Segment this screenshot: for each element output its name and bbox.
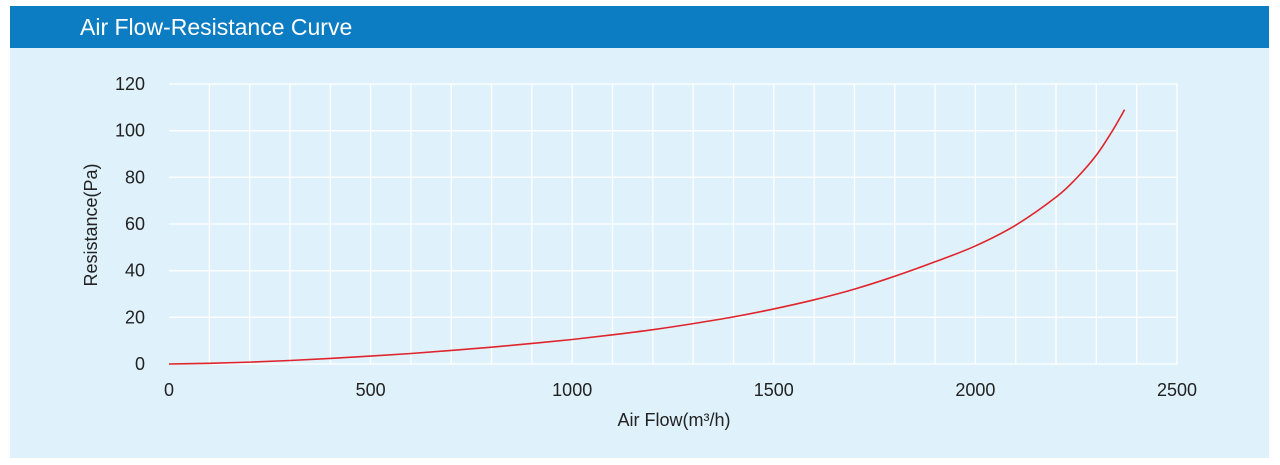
- y-tick-label: 20: [125, 307, 145, 327]
- y-axis-title: Resistance(Pa): [81, 163, 101, 286]
- y-tick-label: 0: [135, 354, 145, 374]
- y-tick-labels: 0 20 40 60 80 100 120: [115, 74, 145, 374]
- x-tick-label: 1500: [754, 380, 794, 400]
- series-line: [168, 109, 1126, 365]
- y-tick-label: 80: [125, 167, 145, 187]
- chart-header: Air Flow-Resistance Curve: [10, 6, 1269, 48]
- grid-lines: [169, 83, 1178, 365]
- series-layer: [168, 109, 1126, 365]
- chart-panel: Air Flow-Resistance Curve: [10, 6, 1269, 458]
- x-tick-label: 2000: [955, 380, 995, 400]
- chart-title: Air Flow-Resistance Curve: [80, 14, 353, 40]
- x-tick-label: 0: [164, 380, 174, 400]
- y-tick-label: 40: [125, 261, 145, 281]
- x-tick-label: 1000: [552, 380, 592, 400]
- x-tick-label: 2500: [1157, 380, 1197, 400]
- y-tick-label: 60: [125, 214, 145, 234]
- y-tick-label: 100: [115, 121, 145, 141]
- y-tick-label: 120: [115, 74, 145, 94]
- x-axis-title: Air Flow(m³/h): [618, 410, 731, 430]
- x-tick-labels: 0 500 1000 1500 2000 2500: [164, 380, 1197, 400]
- x-tick-label: 500: [356, 380, 386, 400]
